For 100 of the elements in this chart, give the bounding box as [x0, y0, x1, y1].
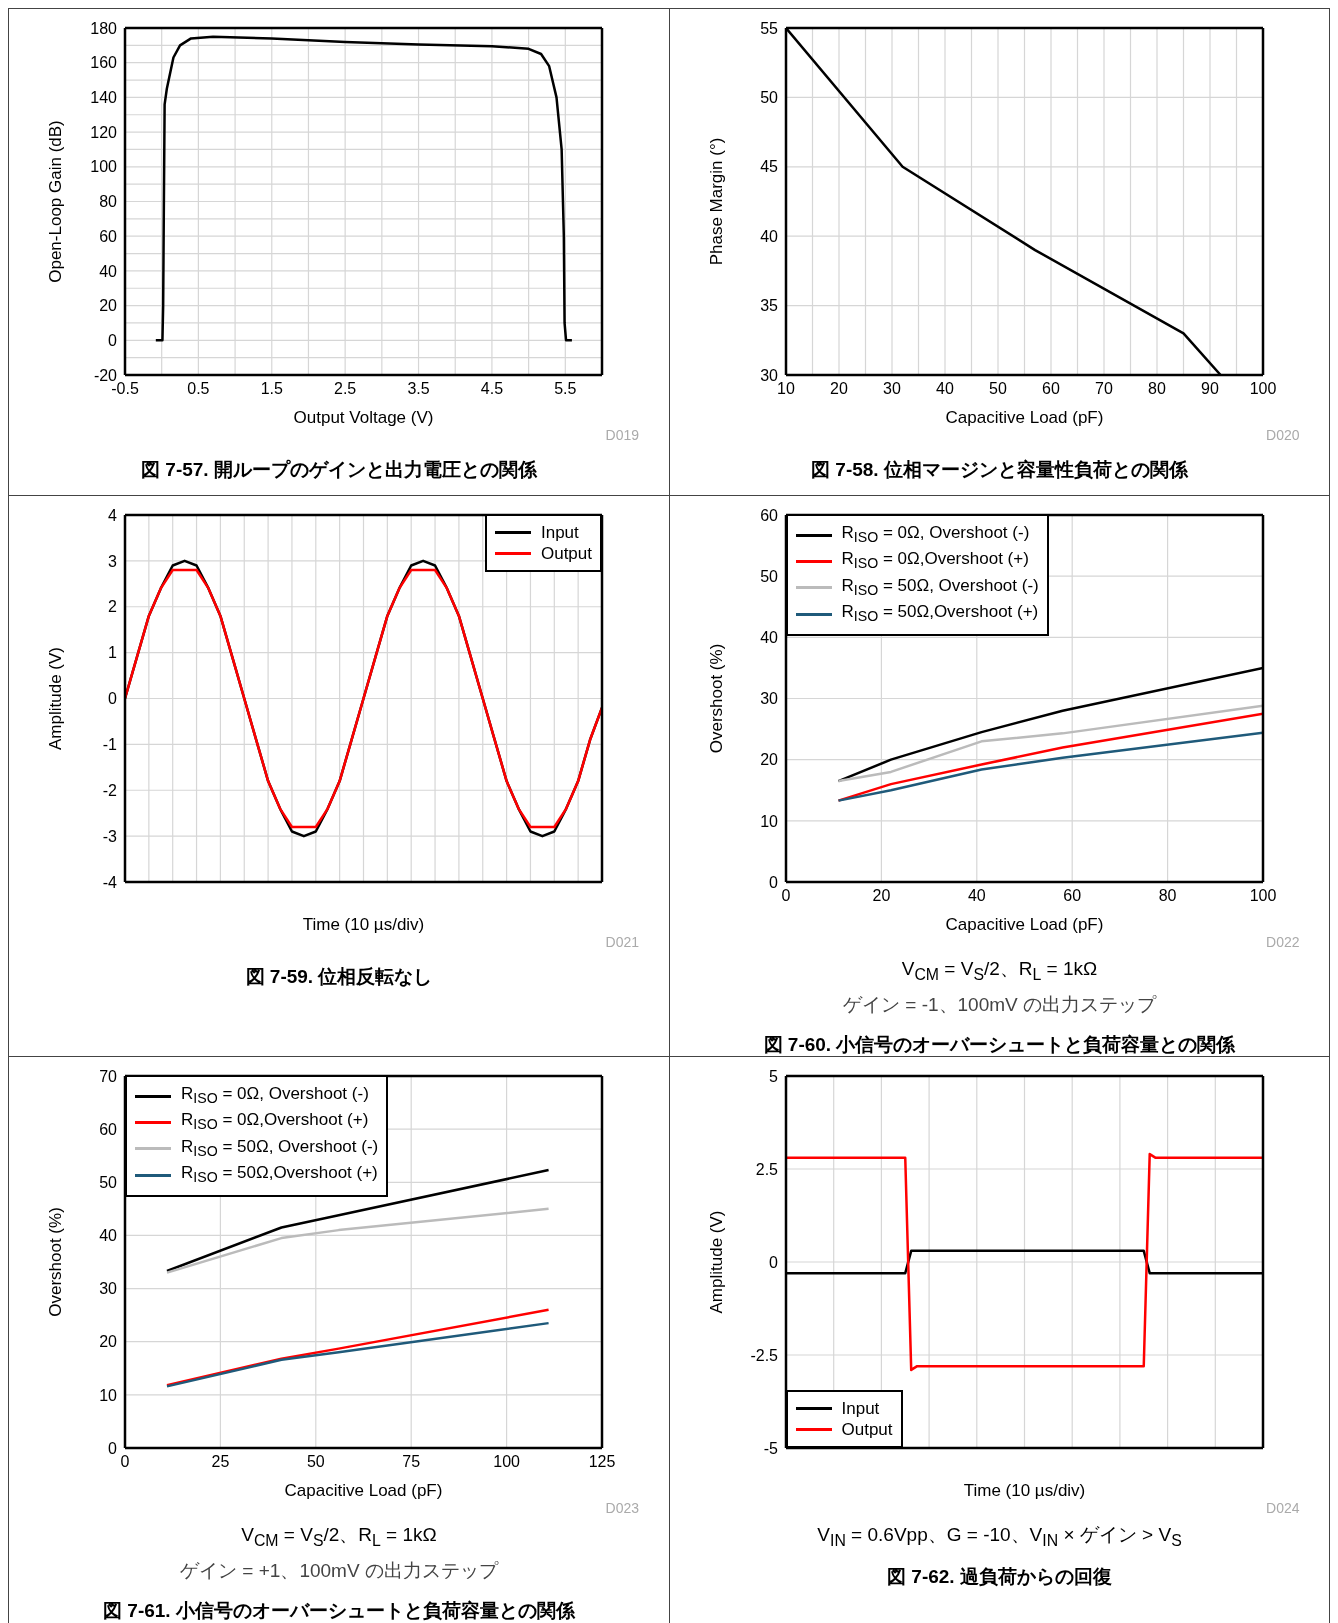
y-tick-label: 5	[768, 1067, 778, 1085]
legend-label: Input	[540, 522, 579, 543]
y-tick-label: 50	[759, 89, 778, 107]
legend-label: R$_{ISO}$ = 50Ω,Overshoot (+)	[841, 601, 1039, 627]
x-tick-label: 50	[988, 380, 1007, 398]
x-tick-label: 4.5	[480, 380, 504, 398]
x-tick-label: 80	[1158, 887, 1177, 905]
x-axis-title: Time (10 µs/div)	[963, 1481, 1085, 1500]
text: V$_{IN}$ = 0.6Vpp、G = -10、V$_{IN}$ × ゲイン > V$_{S}$	[817, 1523, 1182, 1550]
x-tick-label: 3.5	[407, 380, 430, 398]
y-tick-label: -2	[102, 781, 118, 799]
y-tick-label: 2.5	[755, 1160, 778, 1178]
y-tick-label: 10	[99, 1386, 118, 1404]
y-tick-label: -3	[102, 827, 118, 845]
legend-label: Output	[841, 1419, 893, 1440]
y-tick-label: 60	[99, 1120, 118, 1138]
text: D020	[1265, 427, 1300, 443]
y-tick-label: 60	[759, 506, 778, 524]
x-tick-label: 20	[872, 887, 890, 905]
legend-label: R$_{ISO}$ = 50Ω, Overshoot (-)	[181, 1135, 379, 1162]
y-tick-label: 0	[108, 1439, 118, 1457]
y-tick-label: 0	[108, 331, 118, 349]
legend-label: Input	[841, 1398, 880, 1419]
y-tick-label: -2.5	[749, 1346, 778, 1364]
y-tick-label: 180	[90, 19, 118, 37]
legend-label: R$_{ISO}$ = 0Ω, Overshoot (-)	[841, 522, 1030, 548]
y-tick-label: 0	[768, 1253, 778, 1271]
x-tick-label: 25	[211, 1453, 230, 1471]
text: 図 7-59. 位相反転なし	[245, 965, 433, 989]
x-axis-title: Capacitive Load (pF)	[945, 915, 1103, 934]
text: 図 7-57. 開ループのゲインと出力電圧との関係	[141, 458, 537, 482]
text: 図 7-58. 位相マージンと容量性負荷との関係	[811, 458, 1188, 482]
y-tick-label: 20	[99, 297, 118, 315]
text: ゲイン = -1、100mV の出力ステップ	[842, 992, 1157, 1017]
y-tick-label: 20	[759, 751, 778, 769]
y-axis-title: Amplitude (V)	[706, 1210, 726, 1314]
y-tick-label: 160	[90, 54, 118, 72]
x-tick-label: 100	[1249, 380, 1276, 398]
y-axis-title: Overshoot (%)	[706, 643, 726, 754]
x-tick-label: 100	[493, 1453, 521, 1471]
x-tick-label: 2.5	[334, 380, 357, 398]
text: ゲイン = +1、100mV の出力ステップ	[180, 1558, 498, 1583]
y-tick-label: 120	[90, 123, 118, 141]
legend-label: R$_{ISO}$ = 0Ω,Overshoot (+)	[841, 548, 1029, 574]
x-tick-label: 0	[781, 887, 791, 905]
y-tick-label: 30	[99, 1280, 118, 1298]
x-tick-label: 90	[1200, 380, 1219, 398]
y-tick-label: 3	[108, 552, 118, 570]
y-tick-label: 30	[759, 690, 778, 708]
x-tick-label: 60	[1062, 887, 1081, 905]
text: D023	[604, 1500, 639, 1516]
y-tick-label: 70	[99, 1067, 118, 1085]
x-tick-label: 40	[967, 887, 986, 905]
x-tick-label: 20	[829, 380, 848, 398]
x-tick-label: 125	[588, 1453, 616, 1471]
text: D024	[1265, 1500, 1300, 1516]
x-tick-label: 80	[1147, 380, 1166, 398]
y-tick-label: 0	[108, 690, 118, 708]
y-axis-title: Open-Loop Gain (dB)	[46, 120, 66, 283]
y-tick-label: 40	[759, 227, 778, 245]
legend-label: R$_{ISO}$ = 0Ω,Overshoot (+)	[181, 1109, 369, 1135]
x-tick-label: 100	[1249, 887, 1276, 905]
text: D022	[1265, 934, 1300, 950]
x-tick-label: 70	[1094, 380, 1113, 398]
text: 図 7-61. 小信号のオーバーシュートと負荷容量との関係	[103, 1598, 575, 1623]
x-axis-title: Capacitive Load (pF)	[284, 1481, 443, 1500]
text: V$_{CM}$ = V$_{S}$/2、R$_{L}$ = 1kΩ	[241, 1523, 437, 1550]
legend-label: R$_{ISO}$ = 50Ω, Overshoot (-)	[841, 574, 1039, 601]
legend-label: R$_{ISO}$ = 0Ω, Overshoot (-)	[181, 1083, 369, 1109]
y-tick-label: 20	[99, 1333, 118, 1351]
y-tick-label: -5	[763, 1439, 778, 1457]
legend-label: R$_{ISO}$ = 50Ω,Overshoot (+)	[181, 1162, 378, 1188]
x-tick-label: 50	[306, 1453, 325, 1471]
y-tick-label: 140	[90, 89, 118, 107]
x-tick-label: 75	[402, 1453, 421, 1471]
y-tick-label: 55	[759, 19, 778, 37]
y-tick-label: 10	[759, 812, 778, 830]
y-tick-label: 50	[759, 567, 778, 585]
y-tick-label: 100	[90, 158, 118, 176]
x-axis-title: Capacitive Load (pF)	[945, 408, 1103, 427]
y-tick-label: -1	[102, 736, 118, 754]
y-tick-label: 1	[108, 644, 118, 662]
x-tick-label: 60	[1041, 380, 1060, 398]
x-tick-label: 40	[935, 380, 954, 398]
text: D019	[604, 427, 639, 443]
y-axis-title: Overshoot (%)	[46, 1207, 66, 1317]
text: 図 7-60. 小信号のオーバーシュートと負荷容量との関係	[763, 1032, 1236, 1057]
y-tick-label: -4	[102, 873, 118, 891]
y-tick-label: 2	[108, 598, 118, 616]
legend-label: Output	[540, 543, 592, 564]
y-tick-label: 60	[99, 227, 118, 245]
x-tick-label: 0	[120, 1453, 130, 1471]
x-tick-label: 0.5	[187, 380, 210, 398]
y-tick-label: 40	[759, 629, 778, 647]
y-tick-label: 80	[99, 193, 118, 211]
text: 図 7-62. 過負荷からの回復	[887, 1564, 1112, 1589]
y-axis-title: Amplitude (V)	[46, 647, 66, 750]
text: V$_{CM}$ = V$_{S}$/2、R$_{L}$ = 1kΩ	[901, 957, 1098, 984]
y-tick-label: 30	[759, 366, 778, 384]
y-tick-label: 40	[99, 262, 118, 280]
